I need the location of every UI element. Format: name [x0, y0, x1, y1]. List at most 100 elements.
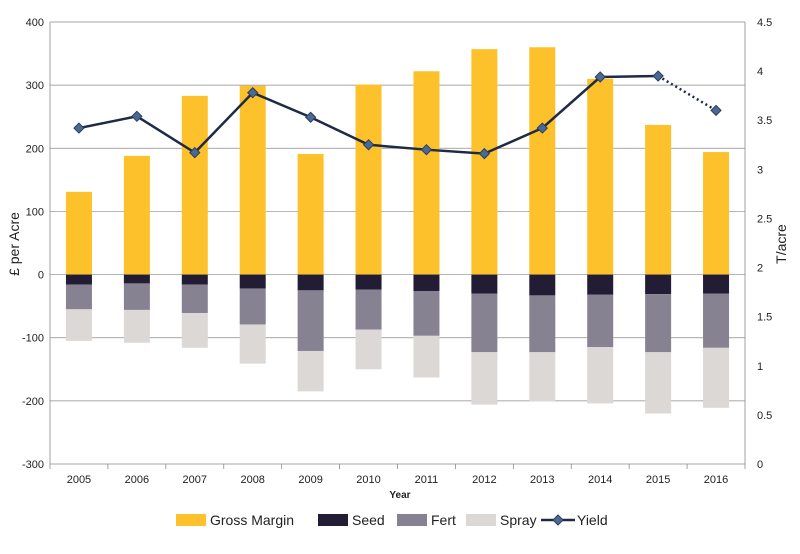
bar-gross-margin: [123, 155, 150, 275]
y2-tick-label: 0.5: [757, 410, 772, 422]
x-tick-label: 2014: [588, 474, 612, 486]
y-tick-label: -100: [22, 333, 44, 345]
legend-label-yield: Yield: [577, 512, 608, 528]
bar-fert: [587, 294, 614, 348]
y2-tick-label: 2: [757, 263, 763, 275]
bar-seed: [703, 274, 730, 294]
x-tick-label: 2005: [67, 474, 91, 486]
legend-label-spray: Spray: [500, 512, 537, 528]
legend: Gross Margin Seed Fert Spray Yield: [176, 512, 608, 528]
bar-fert: [413, 290, 440, 336]
yield-point: [73, 122, 85, 134]
x-tick-label: 2015: [646, 474, 670, 486]
line-layer: [73, 70, 722, 160]
bar-gross-margin: [413, 71, 440, 275]
y2-tick-label: 1.5: [757, 312, 772, 324]
yield-point: [594, 71, 606, 83]
bar-layer: [65, 47, 730, 414]
y2-tick-label: 4.5: [757, 17, 772, 29]
yield-point: [478, 147, 491, 160]
y2-tick-label: 2.5: [757, 213, 772, 225]
bar-fert: [645, 294, 672, 353]
legend-swatch-fert: [397, 514, 427, 526]
x-tick-label: 2008: [240, 474, 264, 486]
y2-tick-label: 3: [757, 164, 763, 176]
x-tick-label: 2010: [356, 474, 380, 486]
bar-spray: [529, 352, 556, 402]
bar-spray: [181, 313, 208, 348]
bar-spray: [587, 347, 614, 404]
yield-point: [304, 111, 317, 123]
y-tick-label: 300: [26, 80, 44, 92]
x-tick-label: 2011: [415, 474, 439, 486]
bar-fert: [471, 293, 498, 353]
bar-gross-margin: [65, 191, 92, 275]
bar-seed: [587, 274, 614, 295]
y-tick-label: 400: [26, 17, 44, 29]
yield-point: [420, 143, 433, 156]
bar-gross-margin: [645, 124, 672, 275]
bar-fert: [703, 293, 730, 348]
legend-swatch-seed: [318, 514, 348, 526]
y2-axis-title: T/acre: [773, 224, 789, 264]
axis-layer: 400 300 200 100 0 -100 -200 -300 4.5 4 3.5 3 2.5 2 1.5…: [22, 17, 772, 486]
y-axis-title: £ per Acre: [6, 212, 22, 276]
y2-tick-label: 0: [757, 459, 763, 471]
yield-point: [536, 122, 548, 134]
bar-spray: [239, 324, 266, 364]
x-tick-label: 2006: [125, 474, 149, 486]
bar-spray: [413, 335, 440, 378]
bar-gross-margin: [297, 153, 324, 275]
legend-label-fert: Fert: [431, 512, 456, 528]
legend-swatch-gross-margin: [176, 514, 206, 526]
yield-point: [652, 70, 664, 82]
y-tick-label: -200: [22, 396, 44, 408]
y-tick-label: 100: [26, 206, 44, 218]
bar-gross-margin: [703, 152, 730, 275]
legend-label-seed: Seed: [352, 512, 385, 528]
bar-fert: [529, 295, 556, 353]
bar-fert: [123, 283, 150, 310]
bar-gross-margin: [587, 78, 614, 275]
bar-spray: [355, 329, 382, 370]
bar-fert: [355, 289, 382, 330]
x-tick-label: 2016: [704, 474, 728, 486]
yield-point: [247, 87, 259, 99]
y-tick-label: -300: [22, 459, 44, 471]
yield-line-projected: [657, 74, 717, 112]
bar-spray: [65, 309, 92, 341]
x-tick-label: 2013: [530, 474, 554, 486]
bar-seed: [529, 274, 556, 296]
bar-seed: [413, 274, 440, 291]
yield-point: [710, 104, 722, 117]
y2-tick-label: 4: [757, 66, 763, 78]
bar-seed: [239, 274, 266, 289]
legend-swatch-spray: [466, 514, 496, 526]
bar-gross-margin: [181, 95, 208, 275]
y-tick-label: 0: [38, 270, 44, 282]
x-tick-label: 2007: [183, 474, 207, 486]
bar-seed: [123, 274, 150, 284]
y-tick-label: 200: [26, 143, 44, 155]
x-tick-label: 2012: [472, 474, 496, 486]
bar-seed: [181, 274, 208, 285]
bar-fert: [181, 284, 208, 314]
bar-seed: [65, 274, 92, 285]
bar-gross-margin: [239, 85, 266, 275]
bar-seed: [471, 274, 498, 294]
bar-seed: [297, 274, 324, 291]
bar-gross-margin: [529, 47, 556, 275]
yield-point: [131, 110, 143, 123]
legend-marker-yield: [552, 514, 564, 526]
bar-seed: [355, 274, 382, 290]
bar-fert: [239, 288, 266, 325]
bar-spray: [645, 352, 672, 414]
yield-point: [189, 146, 201, 159]
y2-tick-label: 1: [757, 361, 763, 373]
x-tick-label: 2009: [298, 474, 322, 486]
bar-spray: [703, 347, 730, 408]
y2-tick-label: 3.5: [757, 115, 772, 127]
bar-gross-margin: [471, 49, 498, 275]
bar-seed: [645, 274, 672, 295]
